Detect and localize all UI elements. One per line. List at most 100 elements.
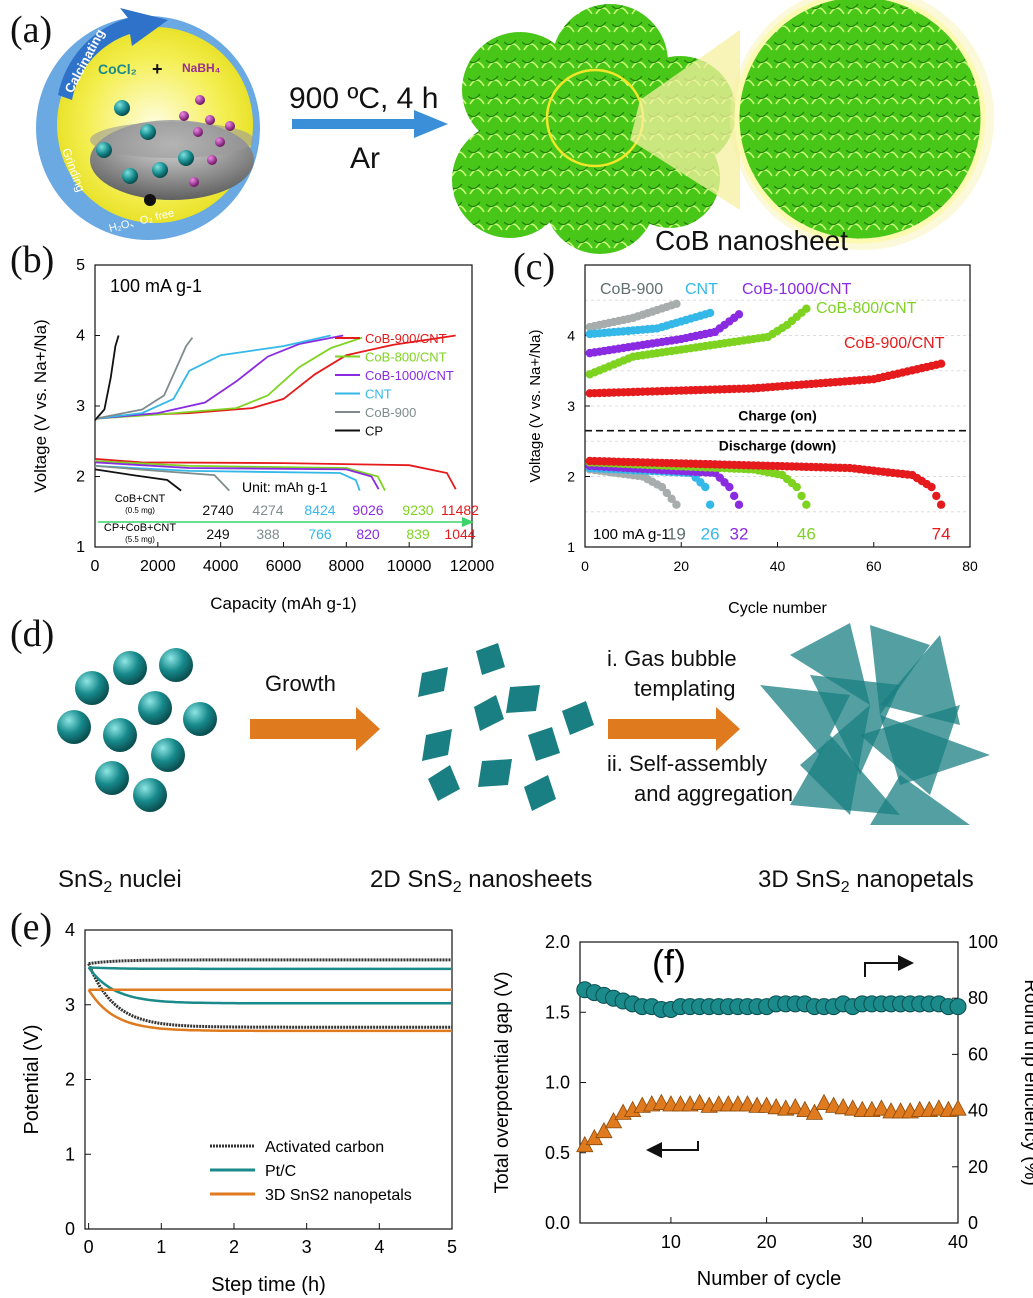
discharge-point-CNT	[701, 482, 710, 492]
y-tick-label: 3	[65, 995, 75, 1015]
row1-value: 4274	[252, 502, 283, 518]
row2-value: 766	[308, 526, 332, 542]
discharge-point-CoB-900	[667, 494, 676, 504]
zoomed-cob-image	[734, 0, 986, 244]
gap-point	[949, 1099, 967, 1116]
row1-label: CoB+CNT	[115, 493, 166, 505]
x-tick-label: 20	[757, 1232, 777, 1252]
rate-annotation: 100 mA g-1	[110, 276, 202, 296]
nabh4-label: NaBH₄	[182, 61, 221, 75]
x-tick-label: 10	[661, 1232, 681, 1252]
sns2-nanosheets	[418, 643, 594, 811]
cob-flower-image	[452, 4, 736, 254]
legend-label: CoB-800/CNT	[365, 350, 447, 365]
y-axis-label: Total overpotential gap (V)	[492, 972, 513, 1194]
gap-point	[595, 1121, 613, 1139]
charge-curve-CoB-900	[94, 337, 194, 420]
x-tick-label: 60	[866, 558, 882, 574]
gap-point	[872, 1099, 891, 1116]
x-tick-label: 10000	[387, 558, 432, 575]
panel-label-b: (b)	[10, 239, 55, 281]
y-axis-label: Potential (V)	[21, 1024, 43, 1134]
y-tick-label: 2	[76, 469, 85, 486]
row2-value: 388	[256, 526, 280, 542]
panel-d-illustration: Growth i. Gas bubble templating ii. Self…	[57, 623, 990, 896]
y-tick-label: 1	[567, 539, 575, 555]
y-tick-label: 1	[65, 1144, 75, 1164]
charge-point-CoB-900	[672, 299, 681, 308]
left-axis-arrow-icon	[660, 1141, 699, 1151]
templating-label: templating	[634, 676, 736, 701]
panel-label-a: (a)	[10, 9, 53, 51]
table-unit: Unit: mAh g-1	[242, 479, 328, 495]
panel-a-illustration: Calcinating Grinding H₂O、O₂ free CoCl₂ +…	[36, 0, 994, 256]
curve-lower-Activated carbon	[87, 963, 452, 1029]
row1-value: 9026	[352, 502, 383, 518]
x-axis-label: Cycle number	[728, 600, 827, 617]
legend-label: CoB-1000/CNT	[365, 368, 454, 383]
row1-value: 2740	[202, 502, 233, 518]
y2-tick-label: 20	[968, 1157, 988, 1177]
right-axis-arrowhead-icon	[898, 955, 914, 971]
discharge-point-CoB-1000/CNT	[725, 482, 734, 492]
x-tick-label: 1	[156, 1237, 166, 1257]
discharge-curve-CoB-1000/CNT	[94, 461, 380, 490]
gap-point	[786, 1097, 804, 1115]
y-tick-label: 5	[76, 257, 85, 274]
y-tick-label: 3	[76, 398, 85, 415]
discharge-point-CoB-900/CNT	[936, 500, 946, 509]
series-label-CoB-900/CNT: CoB-900/CNT	[844, 335, 945, 352]
x-tick-label: 2000	[140, 558, 176, 575]
x-tick-label: 6000	[266, 558, 302, 575]
curve-lower-Pt/C	[87, 966, 452, 1005]
y-tick-label: 2.0	[545, 932, 570, 952]
end-cycle-label: 26	[701, 524, 720, 543]
legend-label: CoB-900	[365, 405, 416, 420]
y-tick-label: 1.0	[545, 1073, 570, 1093]
assembly-arrow-icon	[608, 707, 740, 751]
gap-point	[604, 1111, 623, 1129]
discharge-point-CNT	[705, 500, 715, 509]
x-tick-label: 20	[673, 558, 689, 574]
series-label-CoB-900: CoB-900	[600, 281, 663, 298]
row2-sub: (5.5 mg)	[125, 535, 155, 544]
efficiency-point	[949, 998, 967, 1016]
charge-curve-CNT	[94, 334, 331, 420]
legend-label: CoB-900/CNT	[365, 331, 447, 346]
x-axis-label: Number of cycle	[697, 1268, 842, 1290]
panel-label-e: (e)	[10, 906, 53, 948]
y-axis-label: Voltage (V vs. Na+/Na)	[31, 319, 50, 492]
chart-c: 0 20 40 60 80 1 2 3 4 Cycle number Voltage (V vs. …	[527, 264, 978, 617]
discharge-label: Discharge (down)	[719, 438, 836, 454]
discharge-point-CoB-800/CNT	[792, 482, 801, 492]
row1-sub: (0.5 mg)	[125, 506, 155, 515]
row2-value: 249	[206, 526, 230, 542]
end-cycle-label: 46	[797, 524, 816, 543]
legend-label: Activated carbon	[265, 1139, 384, 1156]
x-tick-label: 80	[962, 558, 978, 574]
table-arrow-head	[462, 517, 474, 527]
right-axis-arrow-icon	[864, 962, 900, 977]
y-tick-label: 4	[76, 328, 85, 345]
sns2-nuclei-spheres	[57, 648, 217, 812]
x-tick-label: 8000	[329, 558, 365, 575]
row2-label: CP+CoB+CNT	[104, 522, 176, 534]
discharge-curve-CNT	[94, 465, 361, 491]
x-tick-label: 2	[229, 1237, 239, 1257]
legend-label: Pt/C	[265, 1163, 296, 1180]
discharge-curve-CP	[94, 468, 182, 492]
charge-label: Charge (on)	[738, 408, 817, 424]
x-tick-label: 30	[852, 1232, 872, 1252]
discharge-point-CoB-900/CNT	[927, 482, 936, 492]
left-axis-arrowhead-icon	[646, 1142, 662, 1158]
y-tick-label: 1.5	[545, 1002, 570, 1022]
charge-curve-CP	[94, 335, 120, 421]
y-tick-label: 0.0	[545, 1213, 570, 1233]
y2-axis-label: Round trip efficiency (%)	[1020, 979, 1033, 1186]
plot-frame	[84, 929, 453, 1230]
y2-tick-label: 60	[968, 1044, 988, 1064]
x-tick-label: 40	[770, 558, 786, 574]
y-tick-label: 0.5	[545, 1143, 570, 1163]
self-assembly-label: ii. Self-assembly	[607, 751, 767, 776]
y-axis-label: Voltage (V vs. Na+/Na)	[527, 330, 544, 483]
